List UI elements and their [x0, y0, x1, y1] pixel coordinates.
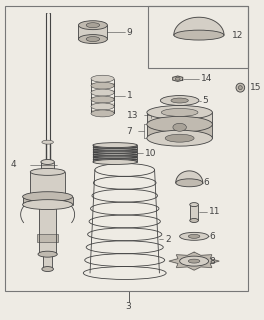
- Text: 14: 14: [201, 74, 212, 83]
- Bar: [30, 172, 65, 198]
- Ellipse shape: [175, 77, 180, 80]
- Bar: [91, 83, 114, 86]
- Ellipse shape: [93, 159, 137, 164]
- Bar: [91, 90, 114, 92]
- Ellipse shape: [91, 75, 114, 82]
- Ellipse shape: [147, 106, 213, 119]
- Ellipse shape: [91, 89, 114, 96]
- Ellipse shape: [173, 123, 186, 131]
- Text: 5: 5: [203, 96, 209, 105]
- Ellipse shape: [91, 110, 114, 117]
- Ellipse shape: [86, 36, 100, 42]
- Ellipse shape: [30, 168, 65, 175]
- Ellipse shape: [78, 35, 107, 44]
- Bar: [43, 254, 53, 269]
- Text: 7: 7: [127, 127, 133, 136]
- Ellipse shape: [41, 159, 54, 164]
- Ellipse shape: [42, 140, 53, 144]
- Text: 6: 6: [204, 178, 209, 187]
- Bar: [78, 25, 107, 39]
- Ellipse shape: [91, 96, 114, 103]
- Bar: [5, 6, 248, 291]
- Bar: [91, 97, 114, 100]
- Ellipse shape: [190, 203, 199, 207]
- Text: 9: 9: [127, 28, 133, 36]
- Ellipse shape: [174, 30, 224, 40]
- Ellipse shape: [147, 130, 213, 146]
- Bar: [148, 6, 248, 68]
- Bar: [147, 112, 213, 124]
- Text: 2: 2: [165, 235, 171, 244]
- Ellipse shape: [147, 116, 213, 132]
- Bar: [23, 197, 73, 204]
- Text: 15: 15: [250, 83, 261, 92]
- Polygon shape: [176, 171, 203, 183]
- Bar: [39, 204, 56, 254]
- Polygon shape: [174, 17, 224, 35]
- Bar: [37, 234, 58, 242]
- Ellipse shape: [23, 192, 73, 202]
- Polygon shape: [173, 76, 183, 81]
- Ellipse shape: [160, 96, 199, 106]
- Ellipse shape: [38, 251, 57, 257]
- Text: 3: 3: [126, 302, 131, 311]
- Ellipse shape: [171, 98, 188, 103]
- Bar: [147, 124, 213, 138]
- Ellipse shape: [165, 134, 194, 142]
- Bar: [41, 162, 54, 172]
- Text: 10: 10: [145, 148, 157, 157]
- Text: 4: 4: [11, 160, 17, 170]
- Ellipse shape: [93, 143, 137, 148]
- Ellipse shape: [188, 259, 200, 263]
- Ellipse shape: [238, 86, 242, 90]
- Ellipse shape: [176, 179, 203, 187]
- Polygon shape: [169, 252, 219, 270]
- Text: 11: 11: [209, 207, 220, 216]
- Ellipse shape: [86, 23, 100, 28]
- Text: 1: 1: [127, 91, 133, 100]
- Ellipse shape: [91, 103, 114, 110]
- Ellipse shape: [180, 232, 209, 240]
- Bar: [190, 204, 199, 220]
- Bar: [91, 110, 114, 113]
- Ellipse shape: [78, 21, 107, 30]
- Ellipse shape: [91, 82, 114, 89]
- Ellipse shape: [180, 256, 209, 266]
- Ellipse shape: [190, 219, 199, 222]
- Text: 12: 12: [232, 31, 243, 40]
- Ellipse shape: [188, 234, 200, 238]
- Bar: [91, 103, 114, 107]
- Text: 13: 13: [127, 111, 138, 120]
- Ellipse shape: [236, 83, 245, 92]
- Text: 6: 6: [210, 232, 215, 241]
- Ellipse shape: [23, 200, 73, 210]
- Ellipse shape: [41, 169, 54, 174]
- Ellipse shape: [161, 108, 198, 116]
- Text: 8: 8: [210, 257, 215, 266]
- Ellipse shape: [42, 267, 53, 272]
